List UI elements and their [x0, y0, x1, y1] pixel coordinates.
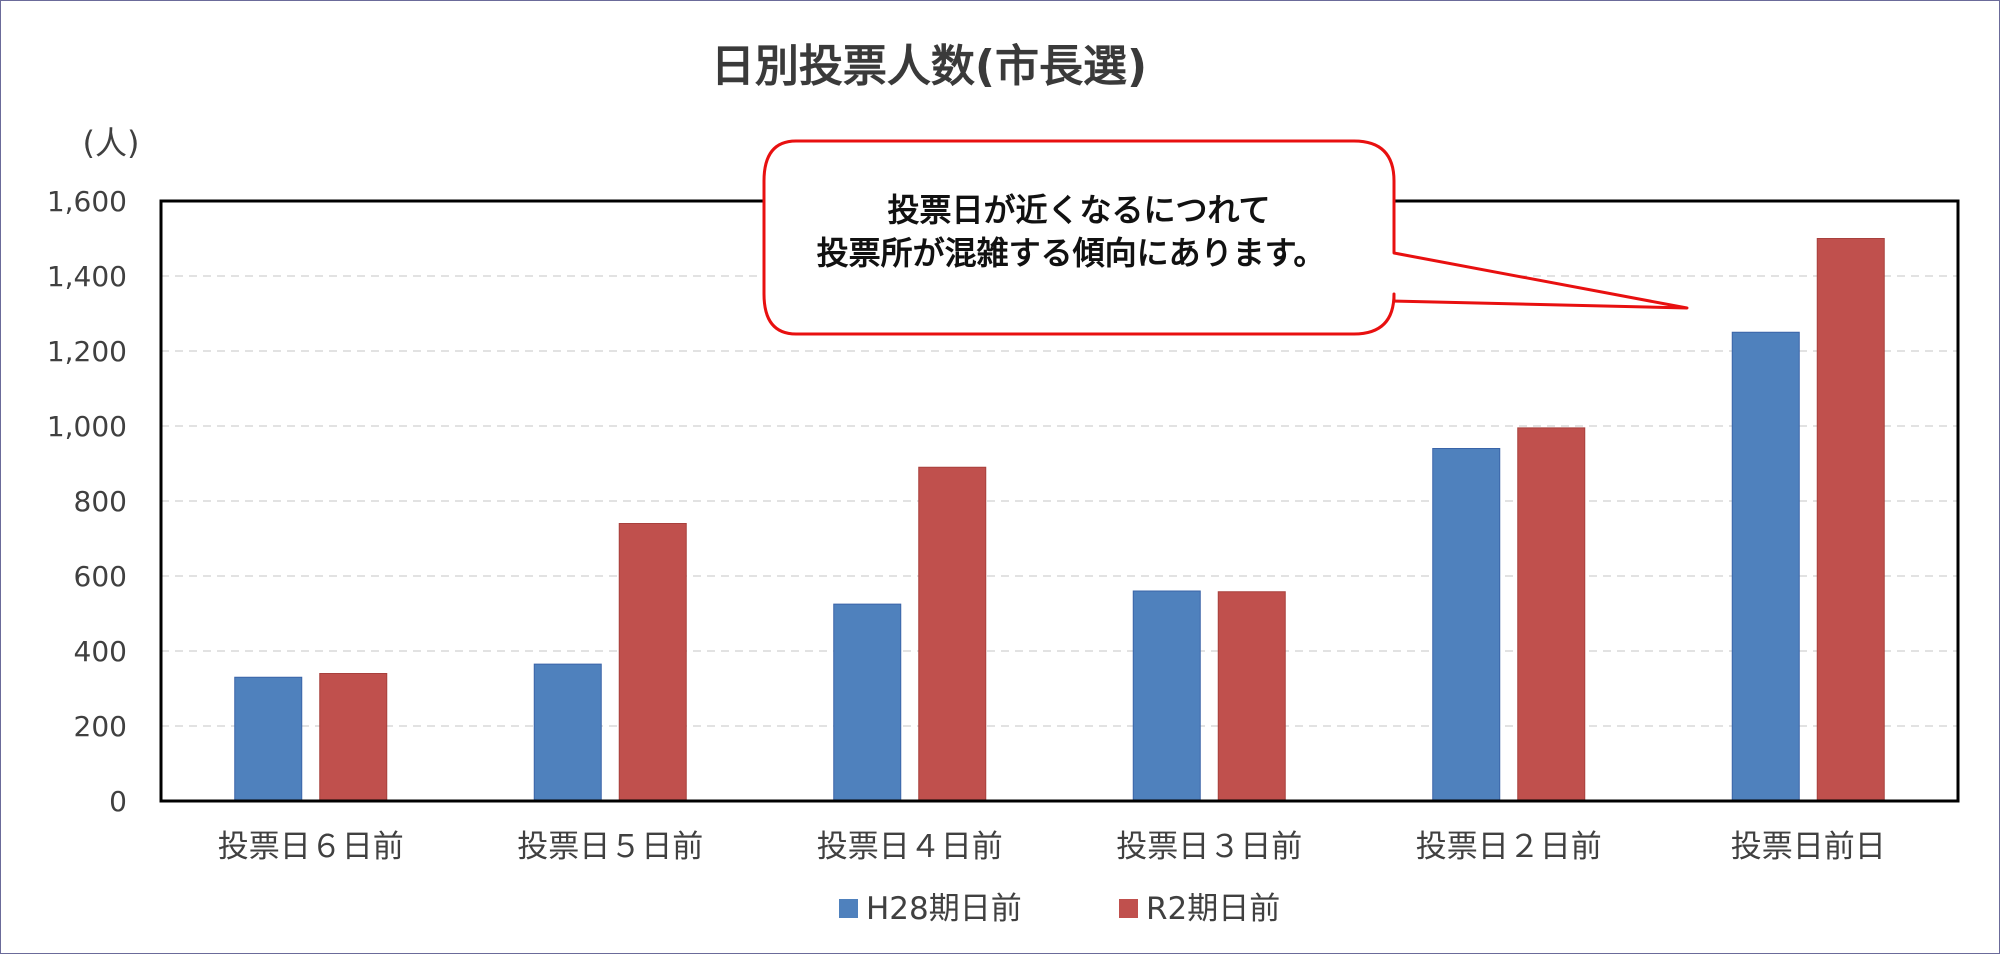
y-tick-label: 800: [74, 485, 127, 518]
y-tick-label: 400: [74, 635, 127, 668]
legend-swatch: [1119, 899, 1138, 918]
bar-r2: [918, 466, 987, 802]
y-tick-label: 0: [109, 785, 127, 818]
legend: H28期日前 R2期日前: [839, 891, 1280, 927]
callout-line-1: 投票日が近くなるにつれて: [887, 191, 1270, 229]
callout-annotation: 投票日が近くなるにつれて 投票所が混雑する傾向にあります。: [762, 139, 1689, 336]
chart-title: 日別投票人数(市長選): [711, 41, 1147, 92]
legend-label: H28期日前: [866, 891, 1022, 927]
y-axis-unit-label: (人): [83, 124, 140, 162]
x-category-label: 投票日４日前: [817, 829, 1003, 865]
y-tick-label: 1,600: [47, 185, 127, 218]
bar-h28: [833, 603, 902, 802]
x-category-label: 投票日２日前: [1416, 829, 1602, 865]
bar-h28: [533, 663, 602, 802]
y-tick-label: 600: [74, 560, 127, 593]
y-tick-label: 1,000: [47, 410, 127, 443]
legend-label: R2期日前: [1146, 891, 1280, 927]
x-category-label: 投票日６日前: [218, 829, 404, 865]
bars: [234, 238, 1885, 802]
bar-r2: [1816, 238, 1885, 802]
bar-r2: [618, 523, 687, 802]
bar-h28: [1132, 590, 1201, 802]
callout-line-2: 投票所が混雑する傾向にあります。: [817, 234, 1326, 272]
callout-bubble: [762, 139, 1689, 336]
bar-r2: [319, 673, 388, 802]
bar-r2: [1517, 427, 1586, 802]
x-category-label: 投票日３日前: [1116, 829, 1302, 865]
legend-swatch: [839, 899, 858, 918]
x-category-label: 投票日５日前: [517, 829, 703, 865]
bar-h28: [234, 676, 303, 802]
y-axis-ticks: 0 200 400 600 800 1,000 1,200 1,400 1,600: [47, 185, 127, 818]
bar-r2: [1217, 591, 1286, 802]
gridlines: [161, 275, 1958, 727]
x-axis-category-labels: 投票日６日前 投票日５日前 投票日４日前 投票日３日前 投票日２日前 投票日前日: [218, 829, 1886, 865]
x-category-label: 投票日前日: [1731, 829, 1886, 865]
bar-h28: [1432, 448, 1501, 802]
y-tick-label: 1,400: [47, 260, 127, 293]
y-tick-label: 200: [74, 710, 127, 743]
y-tick-label: 1,200: [47, 335, 127, 368]
bar-h28: [1731, 331, 1800, 802]
